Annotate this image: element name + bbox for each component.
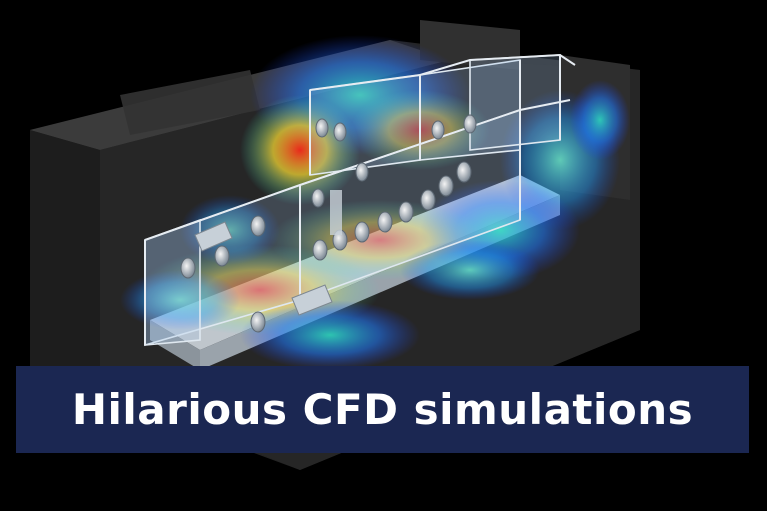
banner-title: Hilarious CFD simulations [71, 385, 694, 434]
title-banner: Hilarious CFD simulations [16, 366, 749, 453]
enclosure-frame [144, 53, 576, 345]
equipment-boxes [194, 190, 342, 316]
glove-ports [180, 114, 477, 333]
